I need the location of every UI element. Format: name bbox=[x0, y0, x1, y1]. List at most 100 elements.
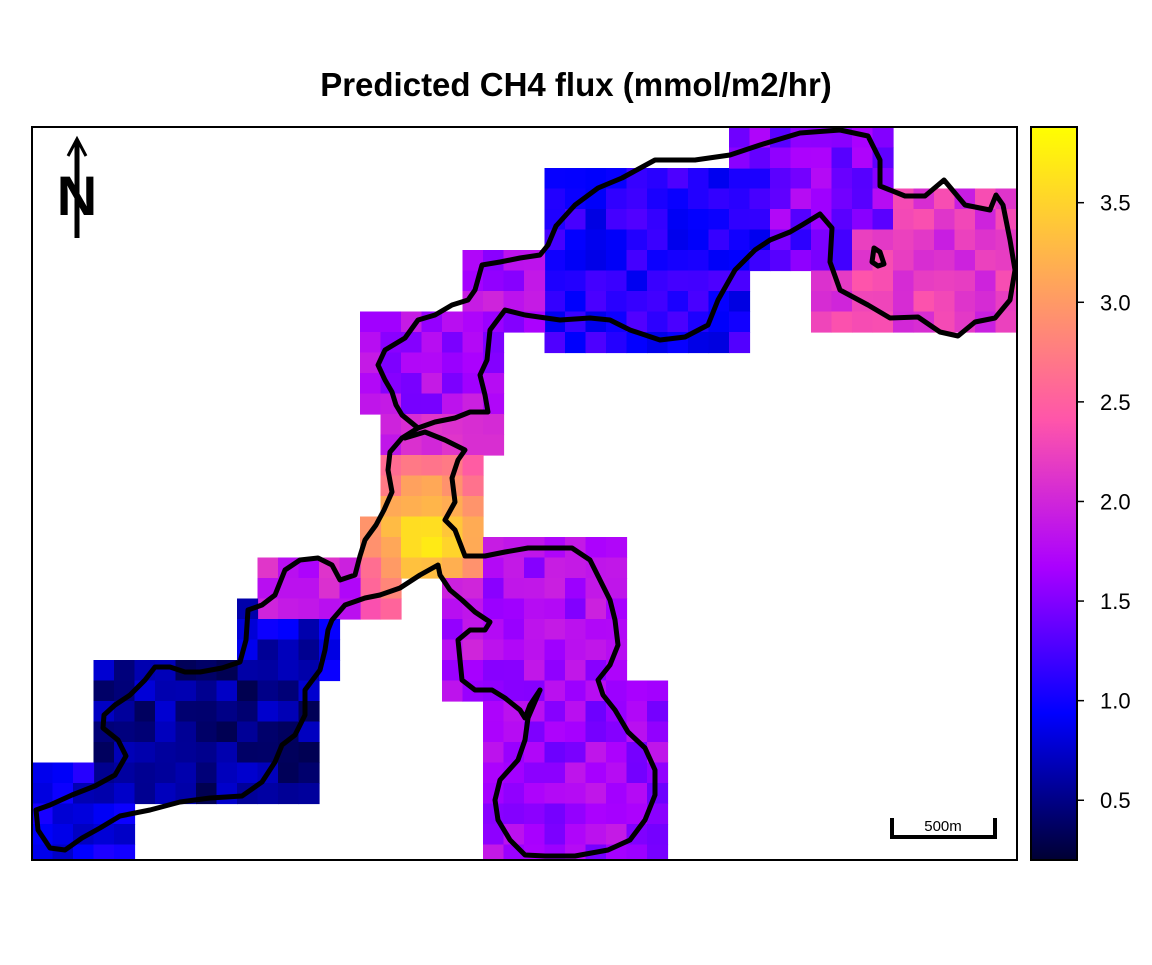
raster-cell bbox=[360, 311, 382, 333]
raster-cell bbox=[565, 803, 587, 825]
raster-cell bbox=[32, 762, 54, 784]
raster-cell bbox=[483, 291, 505, 313]
raster-cell bbox=[647, 250, 669, 272]
raster-cell bbox=[585, 701, 607, 723]
raster-cell bbox=[52, 824, 74, 846]
raster-cell bbox=[913, 229, 935, 251]
north-arrow: N bbox=[57, 135, 97, 238]
raster-cell bbox=[565, 229, 587, 251]
raster-cell bbox=[585, 721, 607, 743]
raster-cell bbox=[647, 742, 669, 764]
legend: 0.5 1.0 1.5 2.0 2.5 3.0 3.5 bbox=[1030, 126, 1131, 861]
raster-cell bbox=[278, 762, 300, 784]
raster-cell bbox=[626, 188, 648, 210]
raster-cell bbox=[606, 803, 628, 825]
raster-cell bbox=[811, 229, 833, 251]
raster-cell bbox=[606, 188, 628, 210]
raster-cell bbox=[483, 824, 505, 846]
raster-cell bbox=[114, 660, 136, 682]
raster-cell bbox=[483, 373, 505, 395]
raster-cell bbox=[401, 393, 423, 415]
raster-cell bbox=[913, 270, 935, 292]
raster-cell bbox=[93, 844, 115, 860]
raster-cell bbox=[749, 250, 771, 272]
raster-cell bbox=[770, 168, 792, 190]
raster-cell bbox=[585, 209, 607, 231]
raster-cell bbox=[524, 639, 546, 661]
raster-cell bbox=[134, 701, 156, 723]
raster-cell bbox=[647, 824, 669, 846]
raster-cell bbox=[93, 803, 115, 825]
raster-cell bbox=[565, 762, 587, 784]
raster-cell bbox=[729, 209, 751, 231]
raster-cell bbox=[442, 619, 464, 641]
raster-cell bbox=[626, 762, 648, 784]
raster-cell bbox=[503, 721, 525, 743]
raster-cell bbox=[749, 147, 771, 169]
raster-cell bbox=[606, 557, 628, 579]
raster-cell bbox=[298, 557, 320, 579]
raster-cell bbox=[298, 783, 320, 805]
raster-cell bbox=[770, 147, 792, 169]
raster-cell bbox=[401, 496, 423, 518]
raster-cell bbox=[811, 168, 833, 190]
raster-cell bbox=[708, 332, 730, 354]
raster-cell bbox=[688, 332, 710, 354]
raster-cell bbox=[462, 496, 484, 518]
legend-tick-label: 1.0 bbox=[1100, 689, 1131, 714]
raster-cell bbox=[380, 414, 402, 436]
raster-cell bbox=[585, 537, 607, 559]
raster-cell bbox=[503, 844, 525, 860]
raster-cell bbox=[872, 188, 894, 210]
raster-cell bbox=[975, 229, 997, 251]
raster-cell bbox=[585, 783, 607, 805]
raster-cell bbox=[503, 639, 525, 661]
raster-cell bbox=[893, 229, 915, 251]
raster-cell bbox=[442, 352, 464, 374]
raster-cell bbox=[585, 332, 607, 354]
raster-cell bbox=[421, 516, 443, 538]
raster-cell bbox=[688, 188, 710, 210]
raster-cell bbox=[155, 680, 177, 702]
raster-cell bbox=[278, 660, 300, 682]
raster-cell bbox=[975, 250, 997, 272]
raster-cell bbox=[852, 250, 874, 272]
raster-cell bbox=[544, 619, 566, 641]
raster-cell bbox=[73, 762, 95, 784]
raster-cell bbox=[237, 660, 259, 682]
raster-cell bbox=[729, 311, 751, 333]
raster-cell bbox=[278, 578, 300, 600]
raster-cell bbox=[626, 270, 648, 292]
raster-cell bbox=[360, 557, 382, 579]
raster-cell bbox=[647, 844, 669, 860]
raster-cell bbox=[667, 209, 689, 231]
raster-cell bbox=[298, 742, 320, 764]
raster-cell bbox=[155, 783, 177, 805]
raster-cell bbox=[278, 619, 300, 641]
raster-cell bbox=[954, 209, 976, 231]
raster-cell bbox=[483, 598, 505, 620]
raster-cell bbox=[442, 598, 464, 620]
raster-cell bbox=[298, 762, 320, 784]
raster-cell bbox=[196, 680, 218, 702]
raster-cell bbox=[237, 742, 259, 764]
raster-cell bbox=[667, 270, 689, 292]
raster-cell bbox=[134, 742, 156, 764]
raster-cell bbox=[503, 311, 525, 333]
raster-cell bbox=[462, 455, 484, 477]
raster-cell bbox=[421, 455, 443, 477]
raster-cell bbox=[626, 680, 648, 702]
raster-cell bbox=[688, 229, 710, 251]
raster-cell bbox=[462, 639, 484, 661]
raster-cell bbox=[872, 127, 894, 149]
legend-tick-label: 3.5 bbox=[1100, 191, 1131, 216]
raster-cell bbox=[483, 660, 505, 682]
raster-cell bbox=[831, 188, 853, 210]
raster-cell bbox=[503, 619, 525, 641]
raster-cell bbox=[606, 680, 628, 702]
raster-cell bbox=[565, 721, 587, 743]
raster-cell bbox=[893, 311, 915, 333]
raster-cell bbox=[544, 824, 566, 846]
raster-cell bbox=[995, 311, 1017, 333]
raster-cell bbox=[585, 762, 607, 784]
